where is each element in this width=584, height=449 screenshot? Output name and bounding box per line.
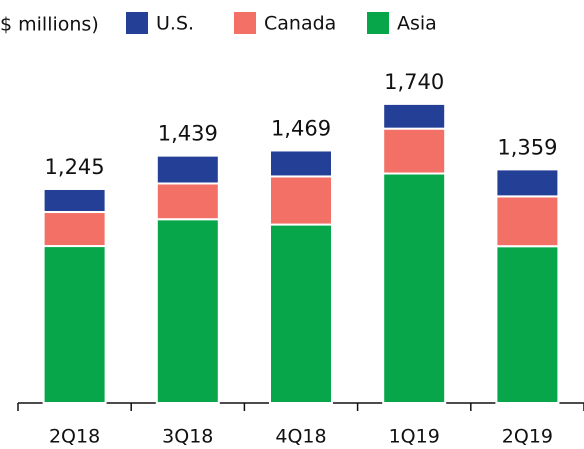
legend-label: Asia	[397, 13, 437, 35]
bar-segment	[269, 175, 333, 226]
bar-segment	[42, 187, 107, 214]
legend-swatch	[234, 12, 256, 34]
legend-label: U.S.	[156, 13, 194, 35]
legend-label: Canada	[264, 13, 336, 35]
bar-segment	[495, 245, 560, 404]
total-label: 1,469	[271, 116, 331, 140]
x-tick-label: 4Q18	[275, 426, 326, 448]
bar-segment	[382, 172, 447, 404]
total-label: 1,740	[384, 70, 444, 94]
x-tick-label: 2Q18	[49, 426, 100, 448]
bar-segment	[155, 154, 220, 185]
bar-segment	[382, 127, 447, 175]
bar-segment	[495, 168, 560, 198]
bar-segment	[42, 211, 107, 248]
x-tick-label: 2Q19	[502, 426, 553, 448]
bar-segment	[382, 102, 447, 130]
total-label: 1,245	[45, 155, 105, 179]
bar-segment	[495, 195, 560, 248]
x-tick-label: 3Q18	[162, 426, 213, 448]
total-label: 1,359	[497, 135, 557, 159]
total-label: 1,439	[158, 122, 218, 146]
bar-segment	[155, 182, 220, 221]
bar-segment	[155, 218, 220, 404]
legend-swatch	[367, 12, 389, 34]
legend-swatch	[126, 12, 148, 34]
bar-segment	[42, 245, 107, 404]
chart-title: $ millions)	[0, 14, 99, 36]
bar-segment	[269, 223, 333, 404]
x-tick-label: 1Q19	[389, 426, 440, 448]
bar-segment	[269, 149, 333, 178]
